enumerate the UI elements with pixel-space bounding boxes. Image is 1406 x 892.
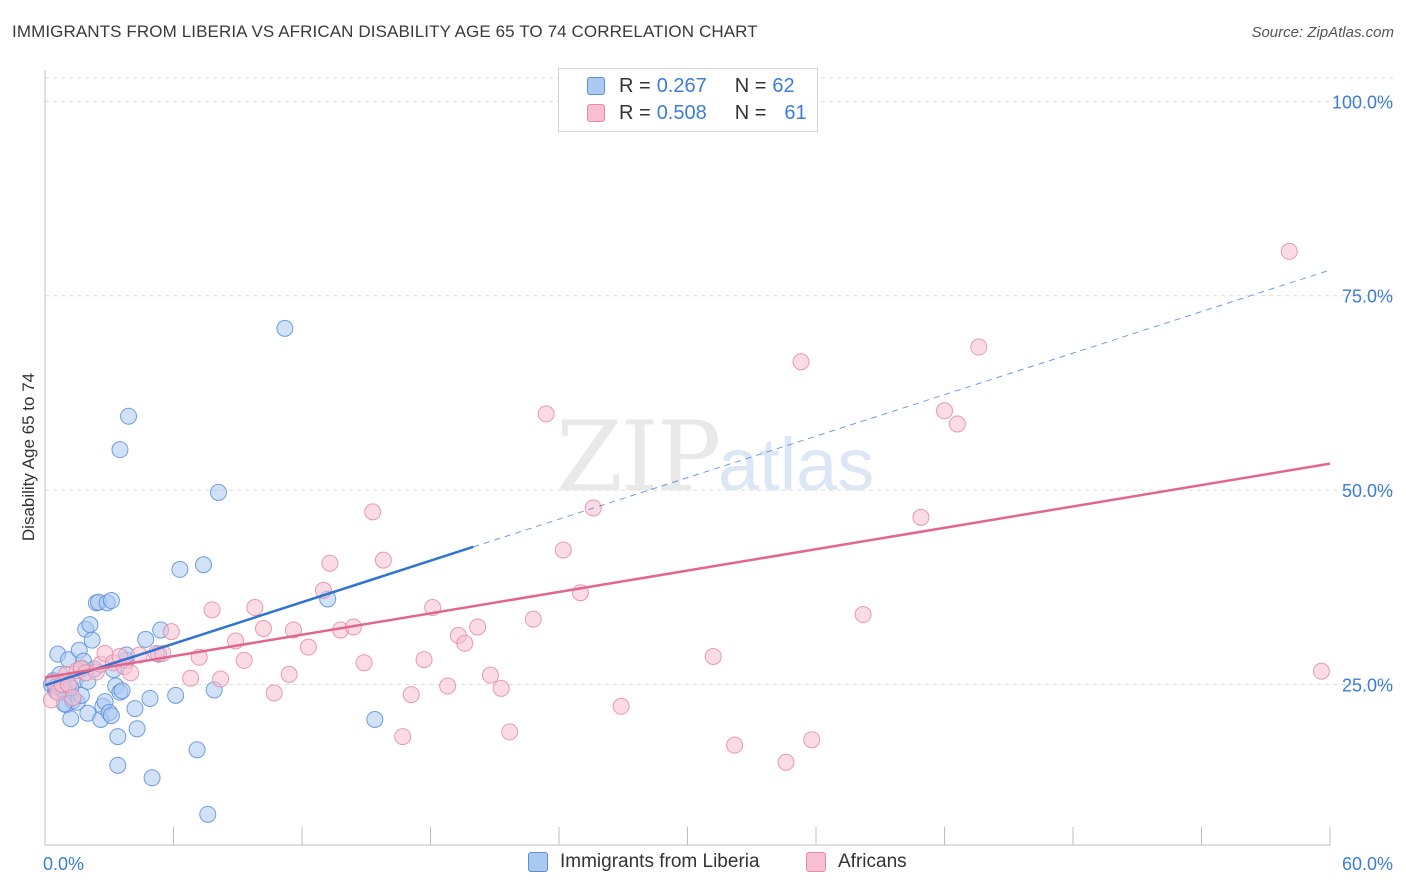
liberia-point [188,741,206,759]
africans-point [612,697,630,715]
africans-trendline [44,462,1331,679]
africans-point [64,689,82,707]
liberia-point [209,483,227,501]
africans-point [122,664,140,682]
liberia-trendline [44,545,474,687]
africans-point [364,503,382,521]
legend-r-value: 0.267 [656,74,707,97]
africans-point [203,601,221,619]
liberia-point [102,592,120,610]
liberia-point [120,407,138,425]
liberia-trendline-extension [473,269,1331,548]
africans-point [501,723,519,741]
legend-row-africans: R = 0.508 N = 61 [587,100,807,126]
liberia-point [199,805,217,823]
africans-point [1312,662,1330,680]
africans-point [492,679,510,697]
bottom-legend-label: Immigrants from Liberia [560,851,760,872]
africans-point [456,634,474,652]
legend-swatch-pink [587,104,605,122]
liberia-point [194,556,212,574]
legend-swatch-blue [587,77,605,95]
chart-source: Source: ZipAtlas.com [1251,24,1394,41]
africans-point [415,651,433,669]
liberia-point [102,707,120,725]
africans-point [182,669,200,687]
legend-r-value: 0.508 [656,101,707,124]
africans-point [299,638,317,656]
liberia-point [109,756,127,774]
africans-point [235,651,253,669]
liberia-point [167,686,185,704]
x-tick-label: 60.0% [1342,854,1393,874]
africans-point [704,647,722,665]
africans-point [469,618,487,636]
africans-point [321,554,339,572]
liberia-point [62,710,80,728]
africans-point [948,415,966,433]
africans-point [524,610,542,628]
liberia-point [366,710,384,728]
africans-point [374,551,392,569]
africans-point [481,666,499,684]
africans-point [854,606,872,624]
liberia-point [141,689,159,707]
legend-n-value: 62 [772,74,795,97]
y-tick-label: 100.0% [1332,92,1393,112]
africans-point [1280,242,1298,260]
liberia-point [126,700,144,718]
legend-r-label: R = [619,101,651,124]
y-tick-label: 25.0% [1342,675,1393,695]
y-tick-label: 50.0% [1342,481,1393,501]
liberia-point [111,441,129,459]
africans-point [402,686,420,704]
africans-point [936,402,953,420]
africans-point [265,684,283,702]
watermark-zip: ZIP [556,401,719,513]
stats-legend: R = 0.267 N = 62 R = 0.508 N = 61 [558,68,818,132]
africans-point [792,353,810,371]
liberia-point [128,720,146,738]
africans-point [777,753,795,771]
watermark-atlas: atlas [718,423,874,506]
africans-point [246,599,264,617]
legend-r-label: R = [619,74,651,97]
chart-title: IMMIGRANTS FROM LIBERIA VS AFRICAN DISAB… [12,22,758,41]
africans-point [212,670,230,688]
liberia-point [83,631,101,649]
africans-point [554,541,572,559]
africans-point [537,405,555,423]
africans-point [912,508,930,526]
liberia-point [171,560,189,578]
liberia-point [137,630,155,648]
africans-point [280,665,298,683]
africans-point [254,620,272,638]
africans-point [803,731,821,749]
y-tick-label: 75.0% [1342,287,1393,307]
bottom-legend-swatch-pink [806,852,826,872]
legend-n-value: 61 [784,101,807,124]
africans-point [284,621,302,639]
bottom-legend-label: Africans [838,851,907,872]
liberia-point [143,769,161,787]
africans-point [394,728,412,746]
africans-point [970,338,988,356]
liberia-point [276,319,294,337]
africans-point [355,654,373,672]
y-axis-title: Disability Age 65 to 74 [19,373,38,541]
bottom-legend-africans: Africans [806,851,907,873]
africans-point [162,623,180,641]
bottom-legend-swatch-blue [528,852,548,872]
x-tick-label: 0.0% [43,854,84,874]
liberia-point [109,728,127,746]
legend-n-label: N = [734,101,767,124]
legend-n-label: N = [734,74,767,97]
liberia-point [81,616,99,634]
legend-row-liberia: R = 0.267 N = 62 [587,73,795,99]
africans-point [439,677,457,695]
africans-point [726,736,744,754]
bottom-legend-liberia: Immigrants from Liberia [528,851,760,873]
liberia-point [113,682,131,700]
